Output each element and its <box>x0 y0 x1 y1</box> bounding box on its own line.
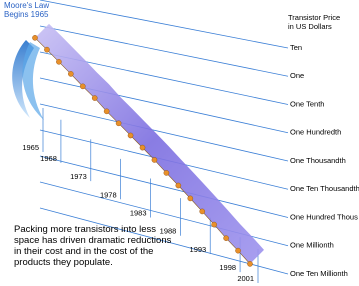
data-point <box>247 261 252 266</box>
y-tick-label: One <box>290 71 304 80</box>
data-point <box>176 183 181 188</box>
x-tick-label: 1968 <box>40 154 57 163</box>
data-point <box>56 59 61 64</box>
data-point <box>224 236 229 241</box>
x-tick-label: 1973 <box>70 172 87 181</box>
annotation: Packing more transistors into less space… <box>14 224 174 268</box>
data-point <box>128 133 133 138</box>
data-point <box>152 157 157 162</box>
x-tick-label: 1978 <box>100 190 117 199</box>
y-tick-label: One Ten Thousandth <box>290 184 359 193</box>
grid-line <box>40 78 288 133</box>
y-tick-label: One Thousandth <box>290 156 346 165</box>
y-tick-label: One Ten Millionth <box>290 269 348 278</box>
data-point <box>80 84 85 89</box>
data-point <box>44 47 49 52</box>
figure: Moore's LawBegins 1965 Transistor Pricei… <box>0 0 359 286</box>
data-point <box>235 248 240 253</box>
data-point <box>68 71 73 76</box>
y-tick-label: Ten <box>290 43 302 52</box>
y-tick-label: One Millionth <box>290 241 334 250</box>
x-tick-label: 1983 <box>130 208 147 217</box>
data-point <box>104 109 109 114</box>
data-point <box>200 209 205 214</box>
x-tick-label: 1998 <box>219 263 236 272</box>
data-point <box>116 121 121 126</box>
data-point <box>140 145 145 150</box>
data-point <box>188 196 193 201</box>
data-point <box>32 35 37 40</box>
x-tick-label: 2001 <box>237 274 254 283</box>
y-tick-label: One Hundred Thous <box>290 212 358 221</box>
x-tick-label: 1993 <box>190 245 207 254</box>
data-point <box>164 170 169 175</box>
grid-line <box>40 0 288 48</box>
data-point <box>212 222 217 227</box>
x-tick-label: 1965 <box>22 143 39 152</box>
page: Moore's LawBegins 1965 Transistor Pricei… <box>0 0 359 286</box>
y-tick-label: One Tenth <box>290 99 324 108</box>
y-tick-label: One Hundredth <box>290 128 341 137</box>
data-point <box>92 95 97 100</box>
